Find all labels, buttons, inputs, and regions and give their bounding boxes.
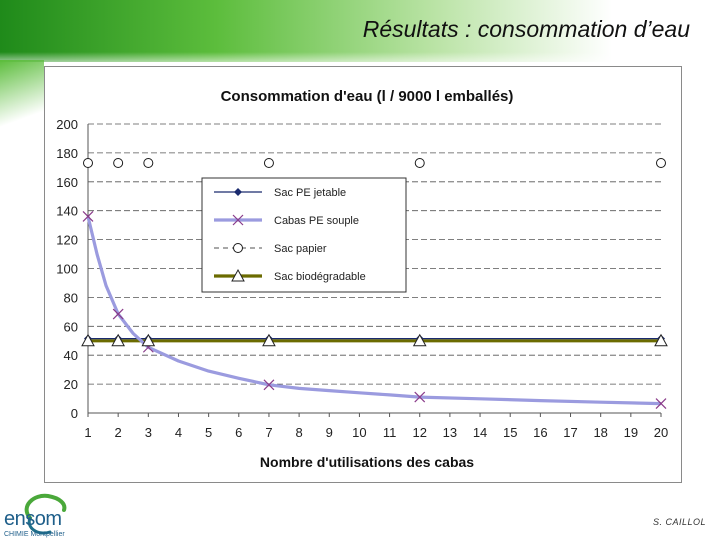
data-point [414, 391, 426, 403]
legend-marker [234, 188, 242, 196]
legend-marker [231, 268, 245, 282]
legend: Sac PE jetable Cabas PE souple Sac papier S… [201, 177, 407, 293]
data-point [656, 158, 666, 169]
data-point [262, 333, 276, 347]
x-tick-label: 18 [593, 425, 607, 440]
logo-wordmark: ensom [4, 508, 62, 530]
y-tick-label: 40 [64, 348, 78, 363]
gridlines [88, 123, 661, 385]
marker-stroke [232, 214, 244, 226]
legend-label: Sac PE jetable [274, 187, 346, 199]
x-tick-label: 4 [175, 425, 182, 440]
data-point [412, 333, 427, 347]
data-point [112, 308, 124, 320]
x-tick-label: 12 [413, 425, 427, 440]
left-decoration [0, 60, 44, 140]
logo-swirl [24, 493, 67, 520]
header-band [0, 0, 720, 62]
legend-marker [233, 243, 243, 253]
data-point [111, 333, 126, 347]
x-tick-label: 19 [624, 425, 638, 440]
x-tick-label: 17 [563, 425, 577, 440]
x-tick-label: 15 [503, 425, 517, 440]
logo-swirl-2 [27, 516, 52, 535]
x-tick-label: 1 [84, 425, 91, 440]
x-tick-label: 8 [295, 425, 302, 440]
y-tick-label: 20 [64, 377, 78, 392]
data-point [83, 158, 93, 169]
y-tick-label: 0 [71, 406, 78, 421]
data-point [143, 158, 154, 169]
y-tick-label: 140 [56, 204, 78, 219]
data-point [141, 333, 156, 347]
x-tick-label: 14 [473, 425, 487, 440]
x-tick-label: 13 [443, 425, 457, 440]
x-tick-label: 10 [352, 425, 366, 440]
legend-label: Cabas PE souple [274, 215, 359, 227]
data-point [263, 158, 274, 169]
data-point [414, 158, 425, 169]
x-tick-label: 3 [145, 425, 152, 440]
data-point [81, 333, 95, 347]
chart-title: Consommation d'eau (l / 9000 l emballés) [221, 88, 514, 105]
y-tick-label: 80 [64, 290, 78, 305]
x-tick-label: 20 [654, 425, 668, 440]
marker-stroke [112, 308, 124, 320]
marker-stroke [414, 391, 426, 403]
data-point [82, 211, 94, 222]
x-tick-label: 6 [235, 425, 242, 440]
x-tick-label: 5 [205, 425, 212, 440]
y-tick-label: 60 [64, 319, 78, 334]
x-axis-label: Nombre d'utilisations des cabas [260, 454, 474, 470]
y-tick-label: 120 [56, 233, 78, 248]
data-point [113, 158, 124, 169]
header-fade [0, 52, 720, 70]
y-tick-label: 180 [56, 146, 78, 161]
y-tick-label: 100 [56, 262, 78, 277]
data-point [263, 379, 275, 391]
chart-frame: Consommation d'eau (l / 9000 l emballés)… [44, 66, 682, 483]
data-point [655, 398, 667, 410]
series-layer [81, 158, 668, 410]
marker-stroke [263, 379, 275, 391]
y-tick-label: 160 [56, 175, 78, 190]
legend-marker [232, 214, 244, 226]
x-tick-label: 16 [533, 425, 547, 440]
slide-title: Résultats : consommation d’eau [362, 16, 690, 42]
x-tick-label: 9 [326, 425, 333, 440]
y-tick-label: 200 [56, 117, 78, 132]
legend-label: Sac papier [274, 243, 327, 255]
ensom-logo: ensom CHIMIE Montpellier [4, 493, 67, 538]
data-point [654, 333, 668, 347]
legend-label: Sac biodégradable [274, 271, 366, 283]
logo-tagline: CHIMIE Montpellier [4, 531, 65, 538]
legend-box [201, 177, 407, 293]
x-tick-label: 11 [383, 425, 397, 440]
marker-stroke [655, 398, 667, 410]
x-tick-label: 7 [265, 425, 272, 440]
chart: Consommation d'eau (l / 9000 l emballés)… [56, 88, 668, 470]
author-credit: S. CAILLOL [652, 517, 706, 527]
x-tick-label: 2 [115, 425, 122, 440]
marker-stroke [82, 211, 94, 222]
